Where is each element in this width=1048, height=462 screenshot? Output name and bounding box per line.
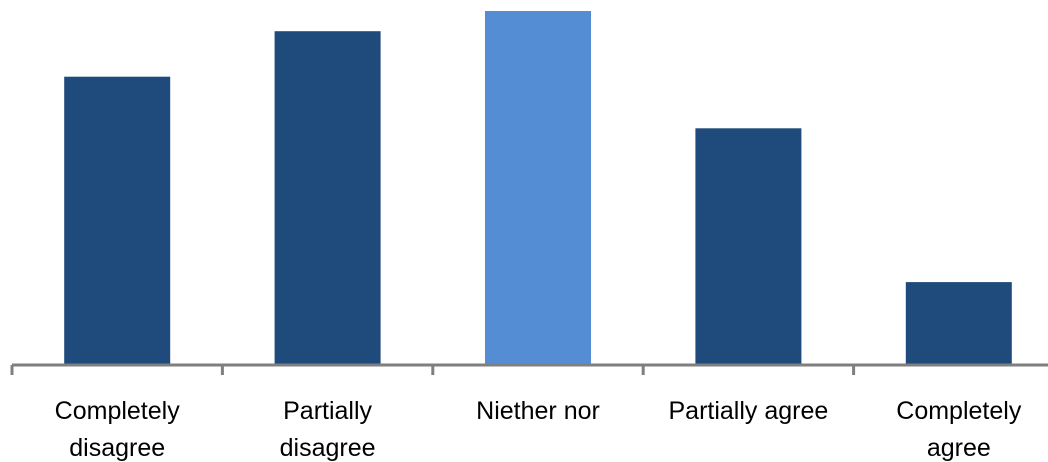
- bar-1: [64, 76, 171, 365]
- bar-5: [905, 282, 1012, 365]
- x-tick-label-line: Completely: [55, 397, 181, 425]
- x-tick-label-line: agree: [927, 434, 991, 462]
- x-tick-label: Partially disagree: [280, 397, 376, 462]
- x-tick-label-line: Completely: [896, 397, 1022, 425]
- x-tick-label: Completely agree: [896, 397, 1022, 462]
- x-tick-label-line: Partially: [283, 397, 372, 425]
- x-tick-label-line: disagree: [280, 434, 376, 462]
- x-tick-labels: Completely disagree Partially disagree Nieth…: [55, 397, 1022, 462]
- x-tick-label: Completely disagree: [55, 397, 181, 462]
- bar-4: [695, 128, 802, 365]
- x-tick-label-line: disagree: [69, 434, 165, 462]
- x-tick-label-line: Partially agree: [668, 397, 828, 425]
- x-tick-label-line: Niether nor: [476, 397, 600, 425]
- x-axis: [10, 363, 1048, 375]
- x-tick-label: Niether nor: [476, 397, 600, 425]
- bar-2: [274, 31, 381, 365]
- bars-layer: [64, 11, 1012, 365]
- bar-3: [485, 11, 591, 365]
- x-tick-label: Partially agree: [668, 397, 828, 425]
